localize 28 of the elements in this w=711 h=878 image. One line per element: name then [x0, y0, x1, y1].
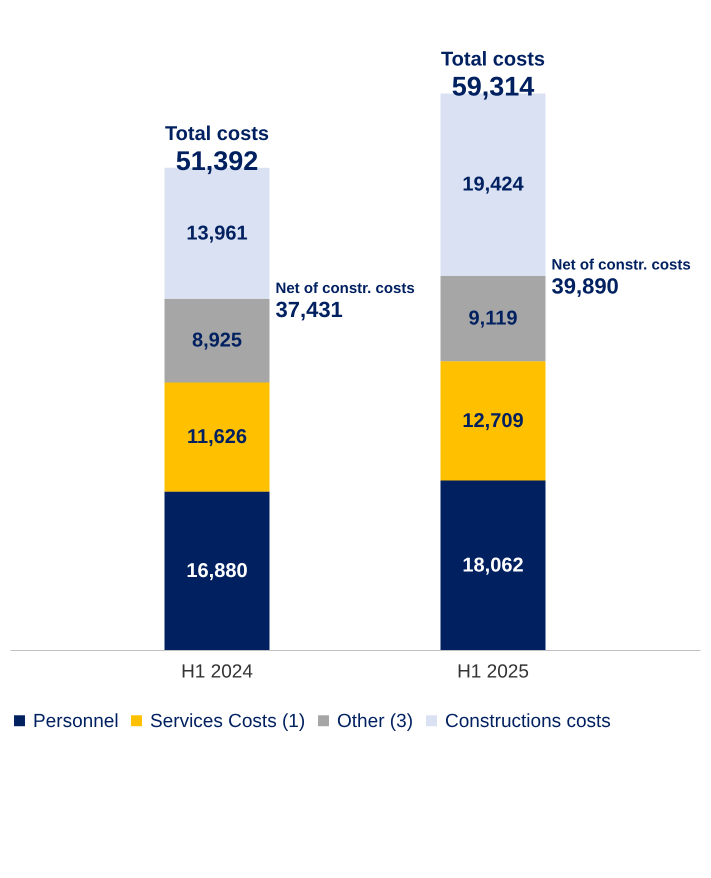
data-label: 8,925	[192, 330, 242, 352]
x-tick-label: H1 2025	[457, 662, 529, 682]
data-label: 9,119	[468, 308, 518, 330]
bar	[440, 361, 546, 481]
bar	[440, 276, 546, 362]
data-label: 16,880	[186, 560, 248, 582]
legend-label: Constructions costs	[445, 710, 611, 732]
data-label: 12,709	[462, 410, 524, 432]
x-tick-label: H1 2024	[181, 662, 254, 682]
data-label: 18,062	[462, 554, 524, 576]
data-label: 19,424	[462, 174, 524, 196]
annotation: 51,392	[176, 146, 258, 176]
annotation: 39,890	[552, 274, 619, 299]
data-label: 11,626	[186, 426, 248, 448]
annotation: Net of constr. costs	[552, 256, 691, 274]
bar	[164, 492, 270, 650]
bar	[440, 480, 546, 650]
annotation: Net of constr. costs	[276, 280, 415, 297]
bar	[164, 382, 270, 492]
legend-label: Personnel	[33, 710, 119, 732]
annotation: 59,314	[452, 71, 534, 102]
bar	[164, 298, 270, 383]
annotation: Total costs	[164, 122, 270, 145]
annotation: 37,431	[276, 296, 343, 322]
data-label: 13,961	[186, 222, 248, 244]
legend-label: Other (3)	[337, 710, 414, 732]
legend-label: Services Costs (1)	[150, 710, 306, 732]
annotation: Total costs	[440, 48, 546, 70]
